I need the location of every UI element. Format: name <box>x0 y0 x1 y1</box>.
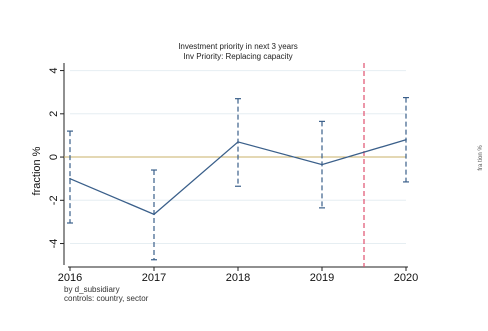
chart-subtitle: Inv Priority: Replacing capacity <box>183 52 292 61</box>
plot-area: -4 -2 0 2 4 2016 2017 2018 2019 2020 <box>48 63 418 284</box>
y-tick-label-3: 2 <box>48 111 60 117</box>
chart-title: Investment priority in next 3 years <box>178 42 298 51</box>
x-tick-label-2: 2018 <box>226 272 250 284</box>
data-point-4 <box>405 138 407 141</box>
data-point-3 <box>321 163 323 166</box>
side-clipped-text: fra tion % <box>478 145 484 171</box>
data-point-2 <box>237 141 239 143</box>
y-tick-label-2: 0 <box>48 154 60 160</box>
y-tick-label-0: -4 <box>48 239 60 249</box>
note-line-2: controls: country, sector <box>64 294 149 303</box>
x-tick-label-4: 2020 <box>394 272 418 284</box>
data-point-0 <box>69 177 71 180</box>
x-tick-label-1: 2017 <box>142 272 166 284</box>
note-line-1: by d_subsidiary <box>64 285 120 294</box>
y-tick-label-4: 4 <box>48 68 60 74</box>
x-tick-label-0: 2016 <box>58 272 82 284</box>
y-axis-label: fraction % <box>31 146 43 195</box>
x-tick-label-3: 2019 <box>310 272 334 284</box>
y-tick-label-1: -2 <box>48 195 60 205</box>
data-point-1 <box>153 213 155 216</box>
